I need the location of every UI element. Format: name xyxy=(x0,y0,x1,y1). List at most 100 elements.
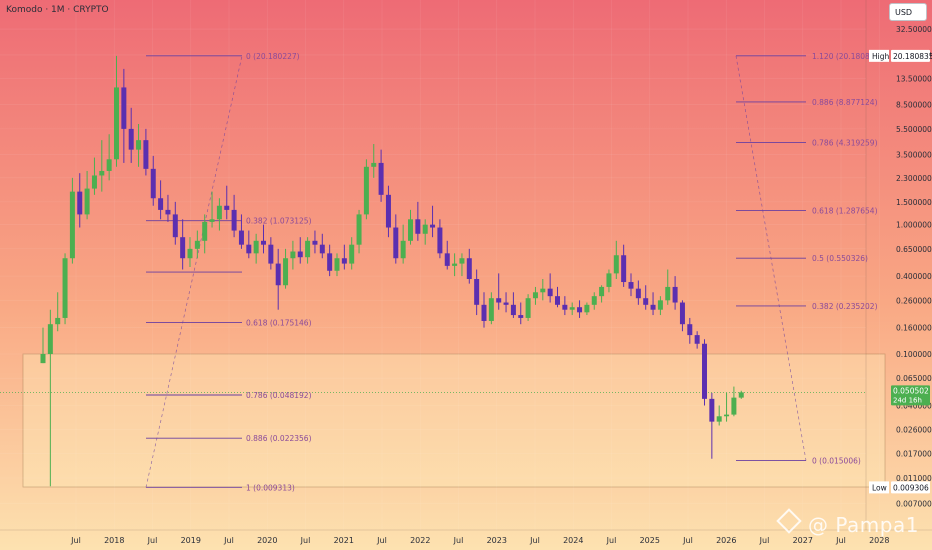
candle-body[interactable] xyxy=(378,162,384,195)
candle[interactable] xyxy=(136,123,142,167)
candle-body[interactable] xyxy=(650,304,656,310)
candle[interactable] xyxy=(305,237,311,264)
candle-body[interactable] xyxy=(341,258,347,264)
candle-body[interactable] xyxy=(55,317,61,325)
candle[interactable] xyxy=(312,230,318,254)
candle[interactable] xyxy=(327,244,333,277)
candle-body[interactable] xyxy=(555,296,560,305)
candle[interactable] xyxy=(356,209,362,254)
candle-body[interactable] xyxy=(158,198,164,210)
candle[interactable] xyxy=(224,185,230,220)
candle-body[interactable] xyxy=(562,304,568,310)
candle[interactable] xyxy=(121,68,127,163)
candle[interactable] xyxy=(400,224,406,264)
candle-body[interactable] xyxy=(216,205,222,220)
candle[interactable] xyxy=(246,230,252,259)
candle-body[interactable] xyxy=(569,307,575,310)
candle-body[interactable] xyxy=(503,302,509,305)
candle[interactable] xyxy=(408,209,413,245)
candle-body[interactable] xyxy=(297,251,303,258)
candle[interactable] xyxy=(510,292,516,318)
candle[interactable] xyxy=(47,309,53,487)
candle-body[interactable] xyxy=(231,209,237,231)
candle-body[interactable] xyxy=(496,298,502,303)
candle[interactable] xyxy=(55,292,61,332)
candle-body[interactable] xyxy=(69,191,75,259)
candle-body[interactable] xyxy=(385,194,391,228)
candle[interactable] xyxy=(283,248,289,289)
candle[interactable] xyxy=(562,296,568,316)
candle[interactable] xyxy=(422,219,428,245)
candle-body[interactable] xyxy=(349,244,355,264)
candle-body[interactable] xyxy=(319,244,325,254)
candle-body[interactable] xyxy=(724,414,730,417)
candle-body[interactable] xyxy=(422,224,428,234)
candle-body[interactable] xyxy=(415,219,421,234)
candle[interactable] xyxy=(731,386,737,417)
candle[interactable] xyxy=(128,107,134,163)
candle[interactable] xyxy=(238,214,244,249)
candle-body[interactable] xyxy=(444,253,450,266)
candle[interactable] xyxy=(253,233,259,264)
candle-body[interactable] xyxy=(356,214,362,245)
candle-body[interactable] xyxy=(540,288,546,293)
candle-body[interactable] xyxy=(709,398,715,422)
candle-body[interactable] xyxy=(283,258,289,286)
candle[interactable] xyxy=(268,237,274,270)
candle-body[interactable] xyxy=(62,258,68,318)
candle[interactable] xyxy=(437,219,443,259)
candle[interactable] xyxy=(341,244,347,270)
candle-body[interactable] xyxy=(202,221,208,241)
candle[interactable] xyxy=(657,296,663,316)
candle-body[interactable] xyxy=(474,279,480,305)
candle[interactable] xyxy=(488,292,494,325)
candle-body[interactable] xyxy=(687,324,693,336)
candle-body[interactable] xyxy=(481,304,487,321)
candle[interactable] xyxy=(378,149,384,202)
candle[interactable] xyxy=(591,292,597,310)
candle-body[interactable] xyxy=(408,219,413,241)
candle-body[interactable] xyxy=(657,300,663,310)
candle[interactable] xyxy=(158,180,164,220)
candle-body[interactable] xyxy=(599,286,605,297)
candle[interactable] xyxy=(621,244,627,287)
candle-body[interactable] xyxy=(47,324,53,354)
candle[interactable] xyxy=(165,194,171,222)
candle[interactable] xyxy=(334,253,340,277)
candle[interactable] xyxy=(679,300,685,332)
candle[interactable] xyxy=(555,286,560,308)
candle[interactable] xyxy=(150,155,156,206)
candle-body[interactable] xyxy=(643,298,649,305)
candle-body[interactable] xyxy=(459,258,465,264)
candle[interactable] xyxy=(518,302,524,325)
candle-body[interactable] xyxy=(180,237,186,259)
candle-body[interactable] xyxy=(613,255,619,274)
candle[interactable] xyxy=(628,273,634,297)
candle[interactable] xyxy=(430,205,436,238)
candle[interactable] xyxy=(547,273,553,303)
candle[interactable] xyxy=(452,253,458,277)
candle[interactable] xyxy=(724,392,730,422)
candle-body[interactable] xyxy=(84,188,90,215)
candle-body[interactable] xyxy=(327,253,333,271)
candle[interactable] xyxy=(709,392,715,459)
candle[interactable] xyxy=(650,292,656,316)
candle[interactable] xyxy=(525,294,531,321)
candle[interactable] xyxy=(209,191,215,228)
candle[interactable] xyxy=(114,55,119,167)
candle-body[interactable] xyxy=(716,416,722,422)
candle[interactable] xyxy=(40,327,46,364)
candle[interactable] xyxy=(349,237,355,270)
candle[interactable] xyxy=(84,170,90,220)
candle[interactable] xyxy=(371,144,377,178)
candle-body[interactable] xyxy=(363,166,369,215)
candle[interactable] xyxy=(466,248,472,284)
candle-body[interactable] xyxy=(393,227,399,259)
candle-body[interactable] xyxy=(606,273,612,287)
currency-selector[interactable]: USD xyxy=(889,3,927,21)
candle-body[interactable] xyxy=(731,397,737,415)
candle-body[interactable] xyxy=(334,258,340,271)
candle-body[interactable] xyxy=(143,140,149,169)
candle-body[interactable] xyxy=(99,170,105,176)
